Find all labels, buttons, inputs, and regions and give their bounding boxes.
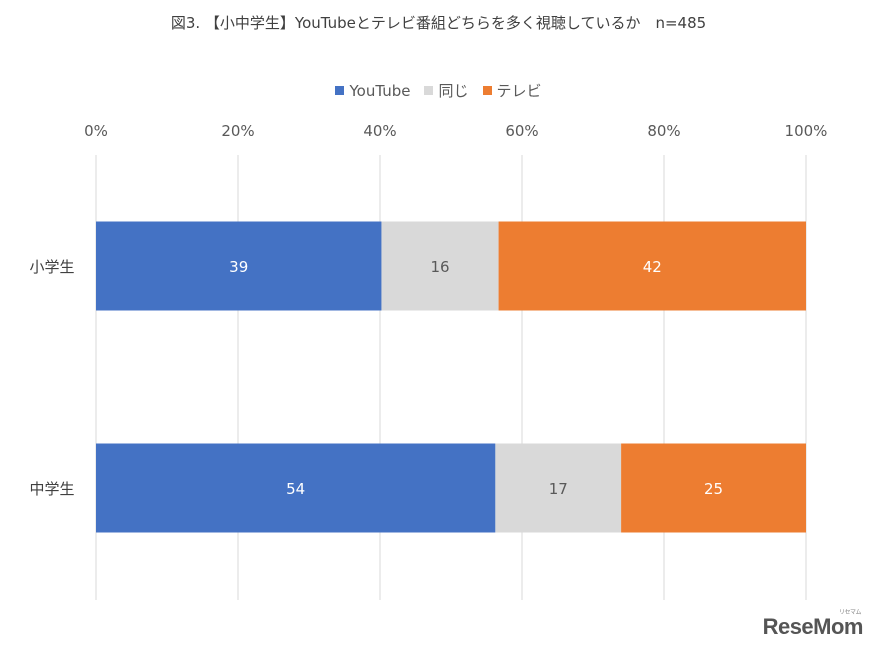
data-label: 17 — [549, 480, 568, 498]
legend-swatch-youtube — [335, 86, 345, 95]
bar-segment — [498, 221, 806, 311]
legend-item-youtube: YouTube — [335, 80, 410, 101]
x-tick-label: 20% — [221, 122, 254, 140]
bar-segment — [381, 221, 499, 311]
data-label: 42 — [643, 258, 662, 276]
bar-segment — [96, 443, 496, 533]
data-label: 39 — [229, 258, 248, 276]
resemom-logo-sub: リセマム — [838, 610, 862, 616]
resemom-logo-text: ReseMom — [762, 614, 864, 639]
x-tick-label: 40% — [363, 122, 396, 140]
resemom-logo: ReseMom リセマム — [762, 610, 864, 640]
data-label: 16 — [430, 258, 449, 276]
category-label: 小学生 — [29, 258, 74, 276]
chart-title: 図3. 【小中学生】YouTubeとテレビ番組どちらを多く視聴しているか n=4… — [170, 14, 707, 32]
legend-label-same: 同じ — [438, 82, 469, 100]
bar-segment — [96, 221, 382, 311]
legend-label-tv: テレビ — [496, 82, 542, 100]
legend-swatch-tv — [482, 86, 492, 95]
x-tick-label: 60% — [505, 122, 538, 140]
data-label: 25 — [704, 480, 723, 498]
x-tick-label: 80% — [647, 122, 680, 140]
legend-item-same: 同じ — [424, 80, 469, 101]
category-label: 中学生 — [29, 480, 74, 498]
bar-segment — [495, 443, 622, 533]
x-tick-label: 0% — [84, 122, 108, 140]
legend-label-youtube: YouTube — [349, 81, 411, 100]
x-tick-label: 100% — [785, 122, 828, 140]
data-label: 54 — [286, 480, 305, 498]
legend-swatch-same — [424, 86, 434, 95]
bar-segment — [621, 443, 806, 533]
legend-item-tv: テレビ — [482, 80, 542, 101]
chart-legend: YouTube 同じ テレビ — [0, 80, 877, 101]
